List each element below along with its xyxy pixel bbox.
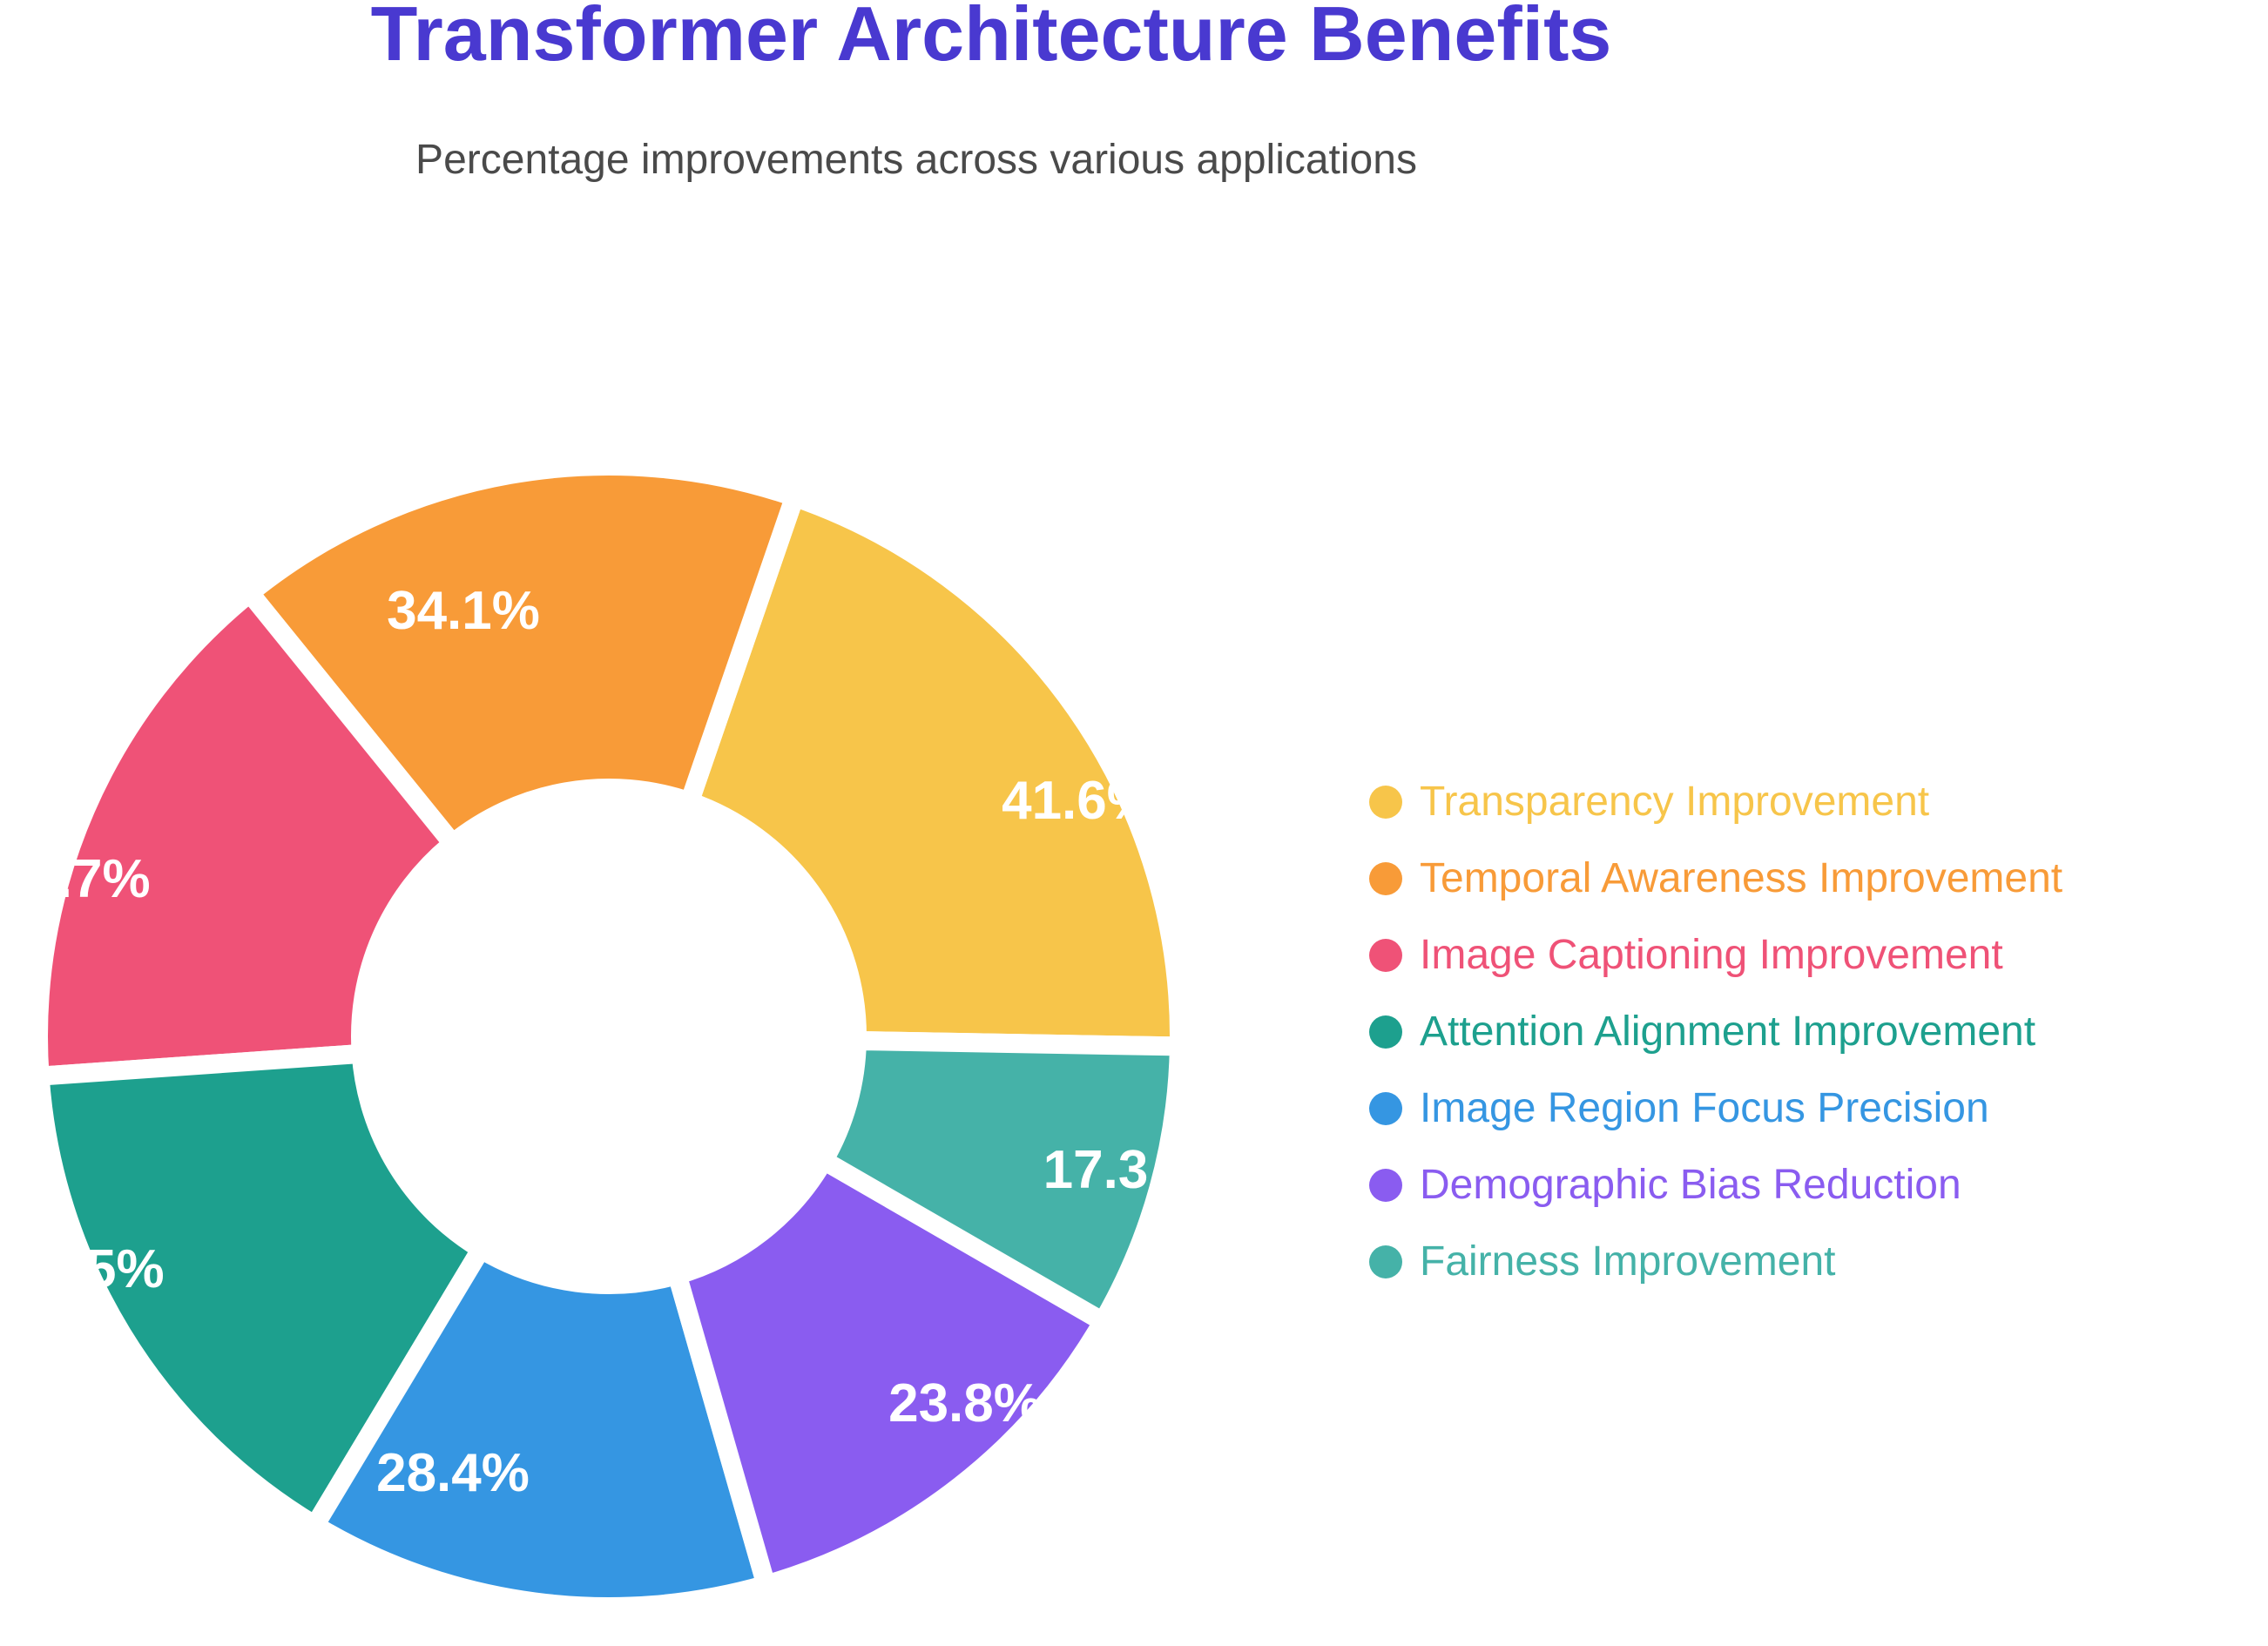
legend-item-transparency-improvement[interactable]: Transparency Improvement (1369, 778, 2062, 826)
chart-subtitle: Percentage improvements across various a… (415, 137, 1417, 183)
pie-segment[interactable] (810, 1030, 1190, 1335)
segment-value-label: 17.3 (1043, 1140, 1149, 1200)
legend-label: Attention Alignment Improvement (1420, 1009, 2036, 1055)
legend-marker-icon (1369, 1015, 1402, 1049)
legend-item-demographic-bias-reduction[interactable]: Demographic Bias Reduction (1369, 1161, 2062, 1210)
legend-marker-icon (1369, 786, 1402, 819)
segment-value-label: 34.1% (387, 581, 540, 641)
legend-marker-icon (1369, 1169, 1402, 1202)
pie-segment[interactable] (29, 579, 467, 1087)
legend-label: Demographic Bias Reduction (1420, 1162, 1961, 1208)
legend-label: Temporal Awareness Improvement (1420, 855, 2063, 901)
pie-segment[interactable] (29, 1043, 495, 1539)
chart-legend: Transparency Improvement Temporal Awarene… (1369, 778, 2062, 1286)
legend-marker-icon (1369, 939, 1402, 972)
legend-label: Image Region Focus Precision (1420, 1085, 1989, 1131)
legend-label: Transparency Improvement (1420, 779, 1930, 825)
pie-segment[interactable] (301, 1236, 779, 1616)
legend-item-attention-alignment-improvement[interactable]: Attention Alignment Improvement (1369, 1008, 2062, 1056)
chart-title: Transformer Architecture Benefits (370, 0, 1612, 77)
segment-value-label: 28.4% (376, 1443, 530, 1503)
legend-item-temporal-awareness-improvement[interactable]: Temporal Awareness Improvement (1369, 854, 2062, 903)
legend-item-fairness-improvement[interactable]: Fairness Improvement (1369, 1238, 2062, 1286)
legend-label: Fairness Improvement (1420, 1238, 1836, 1285)
legend-marker-icon (1369, 1245, 1402, 1278)
pie-segment[interactable] (677, 484, 1189, 1056)
segment-value-label: 23.8% (888, 1373, 1042, 1434)
legend-marker-icon (1369, 862, 1402, 895)
legend-label: Image Captioning Improvement (1420, 932, 2003, 978)
legend-item-image-captioning-improvement[interactable]: Image Captioning Improvement (1369, 931, 2062, 980)
segment-value-label: 8.5% (41, 1239, 164, 1299)
legend-item-image-region-focus-precision[interactable]: Image Region Focus Precision (1369, 1084, 2062, 1133)
legend-marker-icon (1369, 1092, 1402, 1125)
